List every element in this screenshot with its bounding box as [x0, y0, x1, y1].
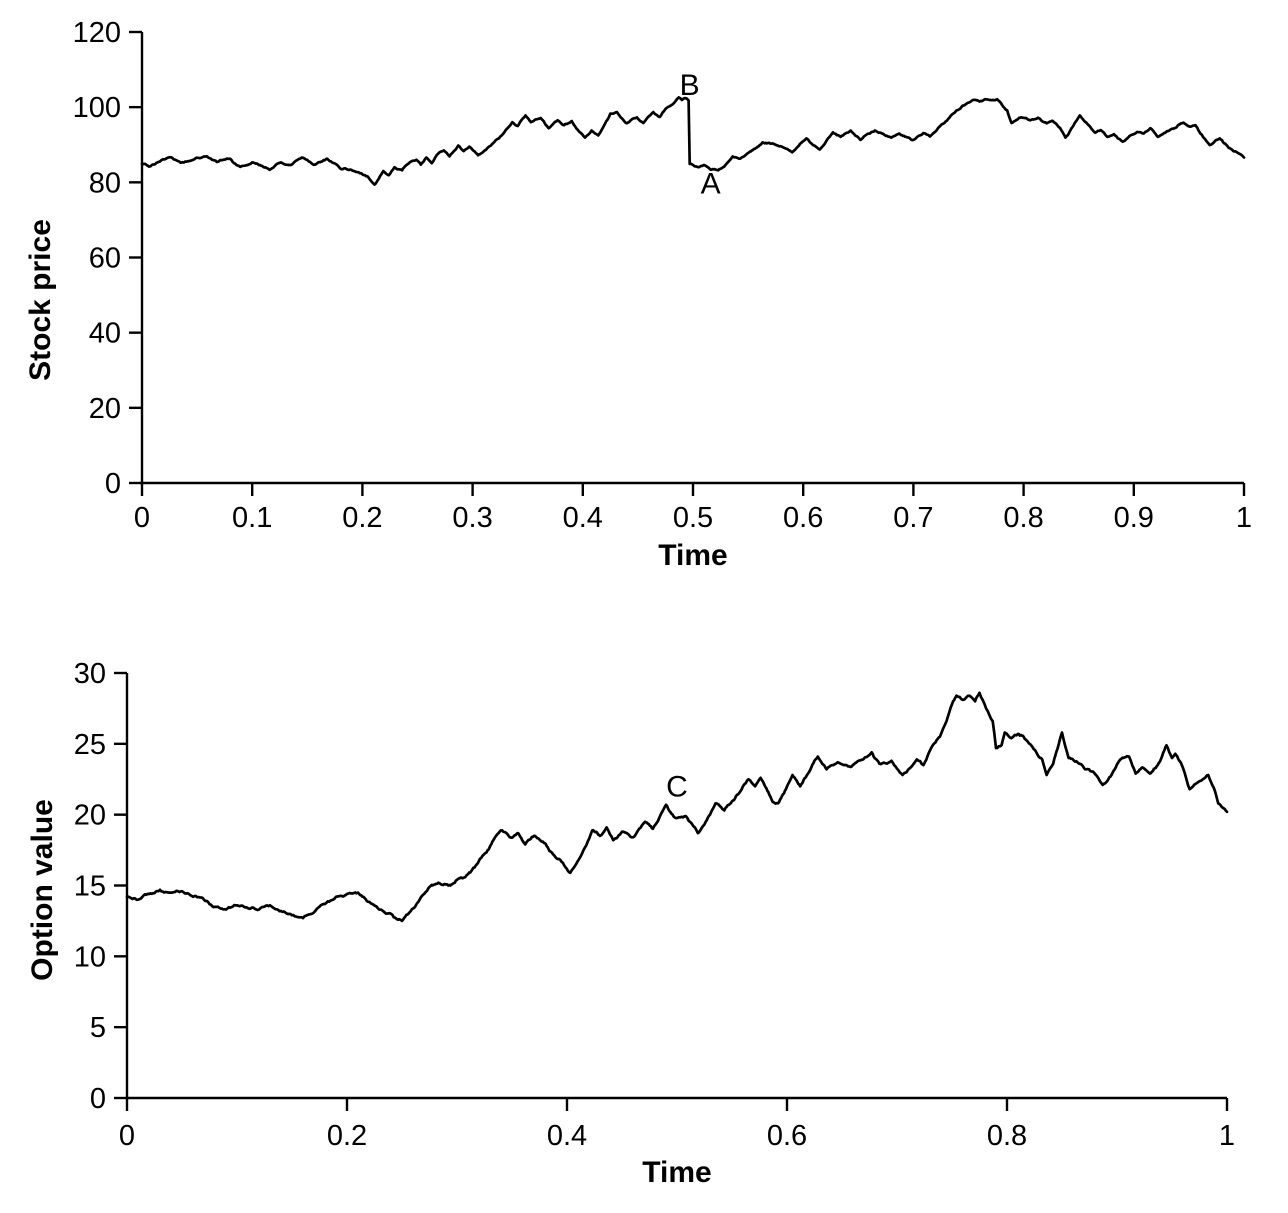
- point-label-b: B: [680, 69, 700, 102]
- x-tick-label: 0.1: [232, 502, 272, 534]
- y-axis-title: Option value: [26, 799, 59, 981]
- x-tick-label: 1: [1219, 1120, 1235, 1152]
- stock-price-series-line: [140, 96, 1246, 186]
- x-tick-label: 1: [1236, 502, 1252, 534]
- y-tick-label: 25: [74, 729, 106, 761]
- x-tick-label: 0.4: [547, 1120, 587, 1152]
- y-tick-label: 0: [105, 468, 121, 500]
- stock-price-chart: 0 0.1 0.2 0.3 0.4 0.5 0.6 0.7 0.8 0.9 1 0 20 40 60 80 10…: [24, 17, 1252, 572]
- y-tick-label: 100: [73, 92, 121, 124]
- y-tick-label: 60: [89, 243, 121, 275]
- x-tick-label: 0.6: [783, 502, 823, 534]
- x-axis-title: Time: [658, 539, 727, 572]
- x-tick-label: 0.2: [327, 1120, 367, 1152]
- x-tick-label: 0.9: [1114, 502, 1154, 534]
- y-tick-label: 40: [89, 318, 121, 350]
- point-label-c: C: [666, 770, 688, 803]
- y-tick-label: 0: [90, 1083, 106, 1115]
- x-tick-label: 0.5: [673, 502, 713, 534]
- x-tick-label: 0.3: [452, 502, 492, 534]
- x-tick-label: 0: [134, 502, 150, 534]
- y-tick-label: 120: [73, 17, 121, 49]
- y-axis-title: Stock price: [24, 219, 57, 381]
- x-tick-label: 0.8: [987, 1120, 1027, 1152]
- x-tick-label: 0.6: [767, 1120, 807, 1152]
- y-tick-label: 5: [90, 1012, 106, 1044]
- x-tick-label: 0.4: [563, 502, 603, 534]
- x-tick-label: 0.8: [1003, 502, 1043, 534]
- point-label-a: A: [701, 168, 721, 201]
- x-tick-label: 0.7: [893, 502, 933, 534]
- x-axis-title: Time: [642, 1156, 711, 1189]
- y-tick-label: 15: [74, 871, 106, 903]
- y-tick-label: 30: [74, 658, 106, 690]
- y-tick-label: 10: [74, 941, 106, 973]
- y-tick-label: 20: [74, 800, 106, 832]
- x-tick-label: 0: [119, 1120, 135, 1152]
- y-tick-label: 80: [89, 167, 121, 199]
- x-tick-label: 0.2: [342, 502, 382, 534]
- option-value-series-line: [125, 691, 1229, 923]
- y-tick-label: 20: [89, 393, 121, 425]
